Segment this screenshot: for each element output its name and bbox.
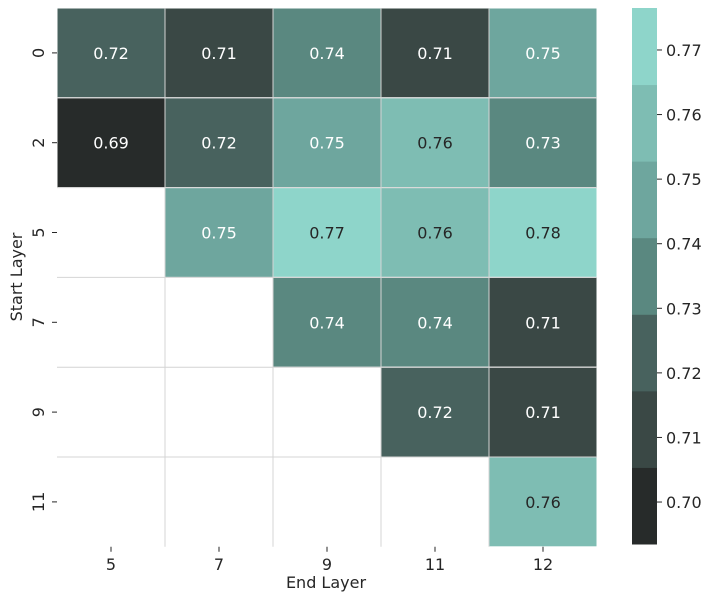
cell-value-label: 0.78	[525, 224, 561, 243]
cell-value-label: 0.72	[93, 44, 129, 63]
cell-value-label: 0.74	[309, 44, 345, 63]
cell-value-label: 0.71	[417, 44, 453, 63]
colorbar-segment	[632, 84, 657, 162]
heatmap-cell	[380, 7, 490, 99]
heatmap-cell	[488, 276, 598, 368]
colorbar-tick-label: 0.77	[666, 41, 702, 60]
heatmap-cell	[380, 97, 490, 189]
colorbar-segment	[632, 467, 657, 545]
heatmap-cell	[272, 97, 382, 189]
heatmap-cell	[380, 276, 490, 368]
cell-value-label: 0.75	[525, 44, 561, 63]
x-tick-label: 5	[106, 555, 116, 574]
x-tick-label: 7	[214, 555, 224, 574]
cell-value-label: 0.74	[309, 313, 345, 332]
cell-value-label: 0.76	[525, 493, 561, 512]
colorbar-tick-label: 0.72	[666, 364, 702, 383]
heatmap-cell	[488, 187, 598, 278]
colorbar-segment	[632, 314, 657, 392]
cell-value-label: 0.76	[417, 134, 453, 153]
heatmap-cell	[380, 366, 490, 458]
colorbar-segment	[632, 390, 657, 468]
heatmap-cell	[164, 187, 274, 278]
cell-value-label: 0.76	[417, 224, 453, 243]
colorbar: 0.70 0.71 0.72 0.73 0.74 0.75 0.76 0.77	[632, 8, 702, 545]
heatmap-cell	[488, 366, 598, 458]
cell-value-label: 0.71	[525, 313, 561, 332]
heatmap-cell	[488, 7, 598, 99]
cell-value-label: 0.72	[417, 403, 453, 422]
cell-value-label: 0.73	[525, 134, 561, 153]
colorbar-tick-label: 0.73	[666, 299, 702, 318]
x-tick-label: 9	[322, 555, 332, 574]
cell-value-label: 0.69	[93, 134, 129, 153]
colorbar-segment	[632, 161, 657, 239]
y-tick-label: 0	[29, 48, 48, 58]
colorbar-tick-label: 0.76	[666, 106, 702, 125]
empty-cell-grid	[57, 8, 597, 547]
y-tick-label: 2	[29, 138, 48, 148]
colorbar-segment	[632, 8, 657, 86]
x-axis-label: End Layer	[286, 573, 367, 592]
heatmap-cell	[488, 456, 598, 548]
heatmap-cells: 0.72 0.71 0.74 0.71 0.75 0.69 0.72 0.75 0.76 0.73…	[56, 7, 598, 548]
y-tick-label: 7	[29, 317, 48, 327]
x-axis: 5 7 9 11 12	[106, 546, 553, 574]
colorbar-tick-label: 0.74	[666, 235, 702, 254]
y-axis-label: Start Layer	[7, 232, 26, 321]
cell-value-label: 0.71	[525, 403, 561, 422]
colorbar-segment	[632, 237, 657, 315]
cell-value-label: 0.71	[201, 44, 237, 63]
y-tick-label: 9	[29, 407, 48, 417]
heatmap-cell	[272, 7, 382, 99]
cell-value-label: 0.77	[309, 224, 345, 243]
y-tick-label: 5	[29, 227, 48, 237]
cell-value-label: 0.75	[309, 134, 345, 153]
colorbar-tick-label: 0.75	[666, 170, 702, 189]
cell-value-label: 0.75	[201, 224, 237, 243]
x-tick-label: 12	[533, 555, 553, 574]
heatmap-cell	[380, 187, 490, 278]
heatmap-cell	[164, 97, 274, 189]
y-tick-label: 11	[29, 492, 48, 512]
colorbar-tick-label: 0.71	[666, 428, 702, 447]
x-tick-label: 11	[425, 555, 445, 574]
y-axis: 0 2 5 7 9 11	[29, 48, 57, 512]
colorbar-tick-label: 0.70	[666, 493, 702, 512]
cell-value-label: 0.74	[417, 313, 453, 332]
heatmap-cell	[56, 7, 166, 99]
cell-value-label: 0.72	[201, 134, 237, 153]
heatmap-cell	[488, 97, 598, 189]
